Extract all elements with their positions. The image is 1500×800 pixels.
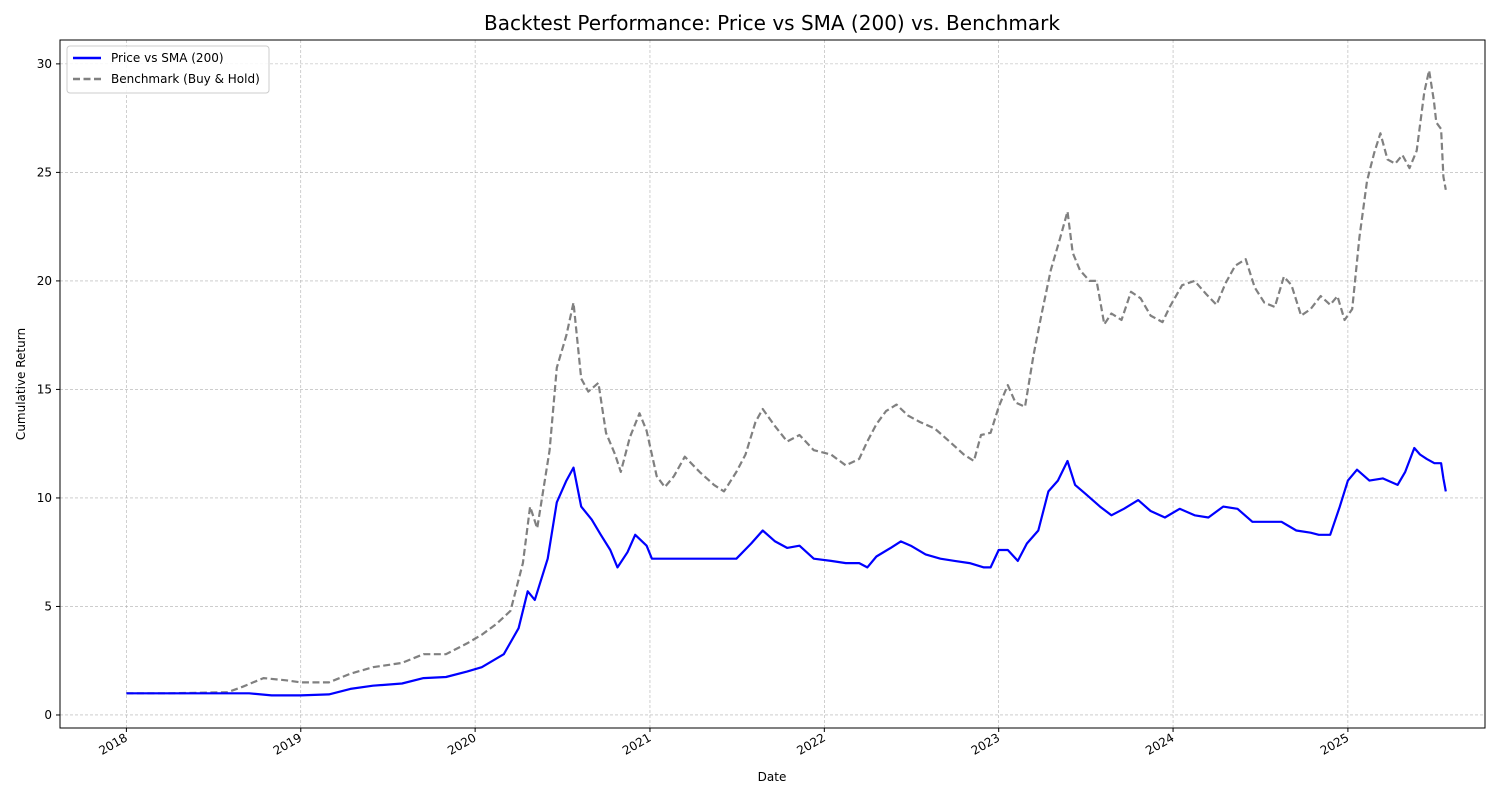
y-tick-label: 10 [37,491,52,505]
legend-label-1: Benchmark (Buy & Hold) [111,72,260,86]
legend-box [66,45,270,94]
legend: Price vs SMA (200) Benchmark (Buy & Hold) [66,45,270,94]
y-tick-label: 30 [37,57,52,71]
series-layer [126,69,1447,697]
x-tick-label: 2024 [1143,730,1176,757]
x-tick-label: 2021 [620,730,653,757]
chart-title: Backtest Performance: Price vs SMA (200)… [484,11,1060,35]
y-tick-label: 20 [37,274,52,288]
x-tick-label: 2025 [1318,730,1351,757]
plot-frame [59,39,1486,729]
series-line-0 [126,446,1447,697]
y-axis-ticks: 0 5 10 15 20 25 30 [37,57,60,722]
y-tick-label: 25 [37,165,52,179]
grid [60,40,1485,728]
legend-label-0: Price vs SMA (200) [111,51,224,65]
y-axis-label: Cumulative Return [14,328,28,440]
x-tick-label: 2020 [445,730,478,757]
x-tick-label: 2019 [271,730,304,757]
x-tick-label: 2023 [969,730,1002,757]
series-line-1 [126,69,1447,695]
x-axis-ticks: 2018 2019 2020 2021 2022 2023 2024 2025 [96,728,1351,758]
y-tick-label: 5 [44,599,52,613]
y-tick-label: 15 [37,382,52,396]
x-axis-label: Date [758,770,787,784]
x-tick-label: 2018 [96,730,129,757]
x-tick-label: 2022 [794,730,827,757]
y-tick-label: 0 [44,708,52,722]
